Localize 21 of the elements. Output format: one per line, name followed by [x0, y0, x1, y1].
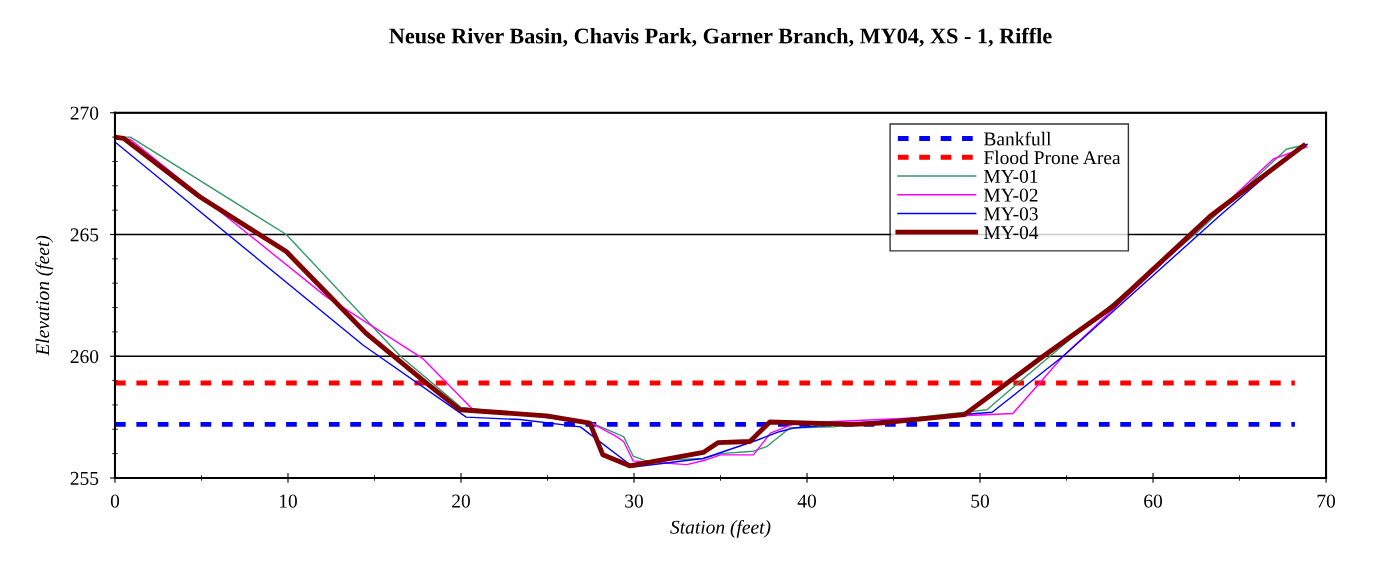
chart-title: Neuse River Basin, Chavis Park, Garner Branch, MY04, XS - 1, Riffle: [389, 27, 1052, 47]
y-tick-label: 265: [70, 228, 99, 242]
y-tick-label: 255: [70, 471, 99, 485]
y-tick-label: 270: [70, 106, 99, 120]
x-tick-label: 70: [1317, 494, 1336, 508]
legend-label: Bankfull: [983, 131, 1052, 146]
x-axis-title: Station (feet): [670, 519, 771, 538]
x-tick-label: 10: [279, 494, 297, 508]
legend-label: Flood Prone Area: [983, 150, 1121, 165]
legend-label: MY-01: [983, 169, 1038, 183]
x-tick-label: 50: [971, 494, 990, 508]
x-tick-label: 0: [110, 494, 120, 508]
y-axis-title: Elevation (feet): [35, 235, 54, 356]
legend-label: MY-02: [983, 188, 1038, 202]
x-tick-label: 40: [797, 494, 816, 508]
x-tick-label: 20: [452, 494, 470, 508]
y-tick-label: 260: [70, 350, 99, 364]
x-tick-label: 60: [1144, 494, 1163, 508]
legend-label: MY-03: [983, 207, 1038, 221]
x-tick-label: 30: [625, 494, 643, 508]
legend-label: MY-04: [983, 226, 1039, 240]
